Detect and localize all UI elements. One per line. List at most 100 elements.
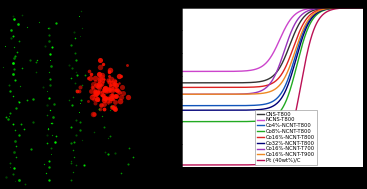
Point [79,98,84,101]
Point [48,65,54,68]
Co16%-NCNT-T900 [179,93,184,95]
Point [97,82,102,85]
Point [44,114,50,117]
Co8%-NCNT-T800 [287,93,291,95]
Co16%-NCNT-T700 [226,93,230,95]
Co32%-NCNT-T800 [212,109,216,111]
Point [102,86,108,89]
Point [106,75,112,78]
Point [47,77,53,80]
Point [77,101,83,104]
Point [30,98,36,101]
Point [118,74,124,77]
Point [11,67,17,70]
Co16%-NCNT-T700 [262,88,266,91]
Point [22,183,28,186]
Point [111,79,117,82]
Point [16,101,22,104]
Point [97,77,103,80]
Point [91,112,97,115]
Point [30,120,36,123]
Point [72,30,77,33]
Co8%-NCNT-T800 [301,41,305,44]
Co8%-NCNT-T800 [262,119,266,122]
Point [112,100,117,103]
Point [73,59,79,62]
Point [99,115,105,118]
Point [106,69,112,72]
Point [51,102,57,105]
Point [108,109,113,112]
Co16%-NCNT-T700 [212,93,216,95]
Point [69,66,75,69]
Point [92,93,98,96]
Point [11,34,17,37]
Point [71,156,77,159]
Point [69,142,75,145]
Point [97,66,103,69]
Point [101,102,107,105]
Co16%-NCNT-T700 [287,37,291,39]
Point [100,62,106,65]
Point [53,22,59,25]
Co16%-NCNT-T800 [287,59,291,61]
Point [87,70,92,73]
Point [105,153,110,156]
Point [19,13,25,16]
Point [102,96,108,99]
Co4%-NCNT-T800 [287,76,291,78]
Point [90,86,96,89]
CNS-T800 [301,17,305,19]
Point [109,82,115,85]
Co32%-NCNT-T800 [301,35,305,37]
Point [73,88,79,91]
Co4%-NCNT-T800 [179,105,184,107]
Point [16,134,22,137]
Pt (40wt%)/C [212,164,216,166]
Point [96,73,102,76]
Point [44,134,50,137]
Point [110,97,116,100]
Point [111,107,117,110]
NCNS-T800 [301,9,305,11]
Point [89,94,95,97]
Co16%-NCNT-T900 [212,93,216,95]
Point [112,152,118,155]
Point [16,178,22,181]
Point [110,105,116,108]
Point [109,78,115,81]
Point [116,91,122,94]
CNS-T800 [361,6,366,9]
Point [95,98,101,101]
Point [112,88,117,91]
NCNS-T800 [316,7,321,9]
Point [99,83,105,86]
Point [102,88,108,91]
Point [99,78,105,81]
Point [73,70,79,74]
NCNS-T800 [262,64,266,66]
Line: Co16%-NCNT-T700: Co16%-NCNT-T700 [182,8,363,94]
Co16%-NCNT-T800 [212,86,216,88]
Point [113,83,119,86]
Point [40,86,46,89]
Point [73,163,79,166]
Co32%-NCNT-T800 [179,109,184,111]
Co16%-NCNT-T900 [262,92,266,94]
Point [68,178,74,181]
Point [109,105,115,108]
Point [70,171,76,174]
Point [96,80,102,83]
Point [91,98,97,101]
Point [102,87,108,90]
Point [85,76,91,79]
Point [15,23,21,26]
Co16%-NCNT-T800 [226,86,230,88]
Co16%-NCNT-T800 [316,9,321,11]
Point [119,86,125,89]
Point [46,33,52,36]
Point [97,58,103,61]
Point [113,95,119,98]
Point [10,95,16,98]
Point [109,90,115,93]
